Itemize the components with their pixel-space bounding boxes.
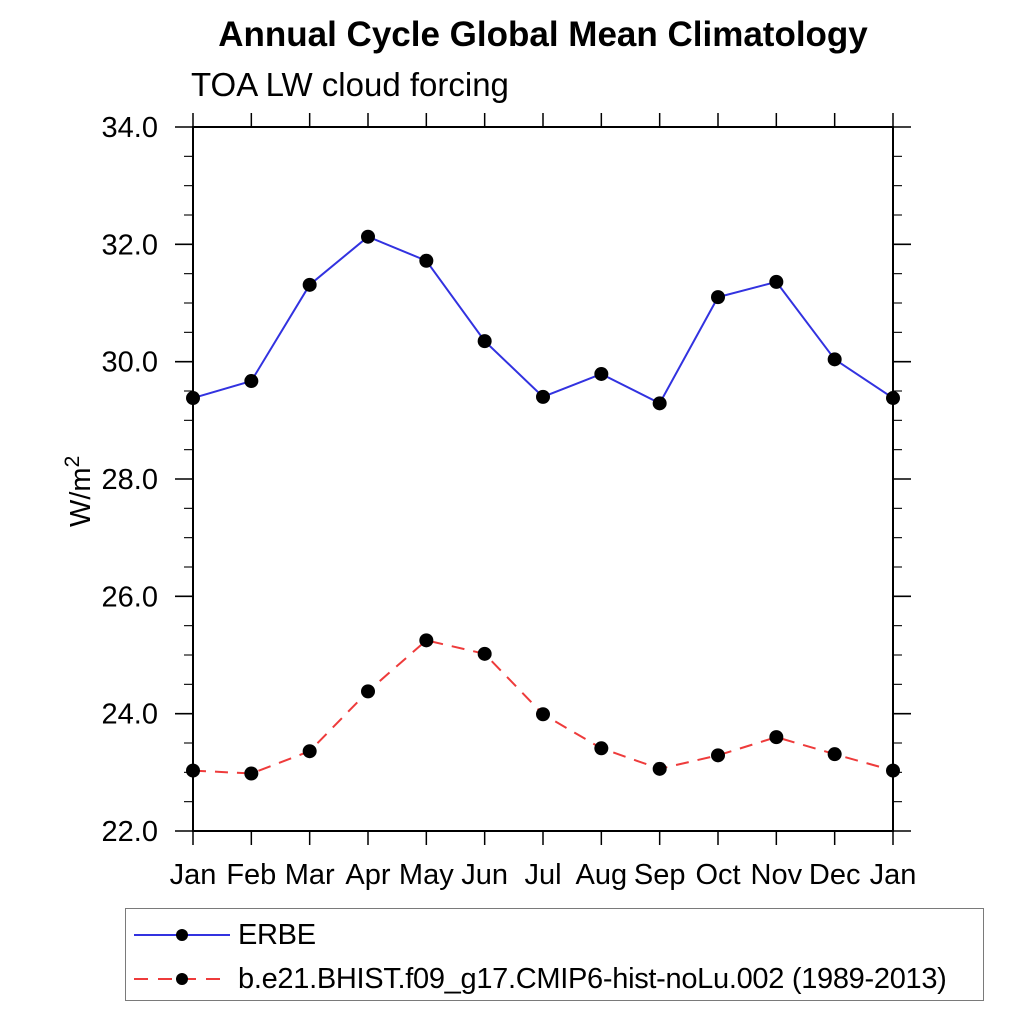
legend-line-sample — [134, 929, 230, 941]
x-tick-label: Apr — [345, 859, 390, 891]
x-tick-label: Jan — [170, 859, 217, 891]
legend-line-sample — [134, 973, 230, 985]
x-tick-label: Jun — [461, 859, 508, 891]
x-tick-label: Aug — [576, 859, 628, 891]
data-point-marker — [361, 229, 375, 244]
data-point-marker — [536, 389, 550, 404]
data-point-marker — [711, 290, 725, 305]
data-point-marker — [477, 646, 492, 661]
x-tick-label: Nov — [751, 859, 803, 891]
data-point-marker — [302, 744, 317, 759]
legend-row-model: b.e21.BHIST.f09_g17.CMIP6-hist-noLu.002 … — [132, 963, 947, 995]
plot-frame — [192, 126, 894, 832]
data-point-marker — [769, 730, 784, 745]
data-point-marker — [536, 707, 550, 722]
data-point-marker — [244, 766, 259, 781]
data-point-marker — [652, 761, 667, 776]
x-tick-label: Jan — [870, 859, 917, 891]
data-point-marker — [711, 748, 725, 763]
series-line-model — [192, 639, 894, 775]
data-point-marker — [594, 366, 609, 381]
legend-marker-dot — [176, 929, 188, 941]
data-point-marker — [361, 684, 375, 699]
data-point-marker — [419, 633, 434, 648]
legend: ERBE b.e21.BHIST.f09_g17.CMIP6-hist-noLu.… — [125, 908, 984, 1001]
data-point-marker — [302, 277, 317, 292]
x-tick-label: Feb — [226, 859, 276, 891]
x-tick-label: Mar — [285, 859, 335, 891]
y-tick-label: 34.0 — [102, 112, 158, 144]
chart-title: Annual Cycle Global Mean Climatology — [218, 15, 868, 54]
x-tick-label: Oct — [695, 859, 740, 891]
y-tick-label: 28.0 — [102, 464, 158, 496]
data-point-marker — [419, 253, 434, 268]
data-point-marker — [827, 747, 842, 762]
data-point-marker — [652, 396, 667, 411]
data-point-marker — [244, 374, 259, 389]
data-point-marker — [769, 274, 784, 289]
y-tick-label: 26.0 — [102, 581, 158, 613]
y-axis-title: W/m2 — [61, 456, 97, 527]
y-tick-label: 32.0 — [102, 229, 158, 261]
chart-subtitle: TOA LW cloud forcing — [191, 66, 509, 103]
data-point-marker — [886, 763, 900, 778]
y-tick-label: 30.0 — [102, 347, 158, 379]
x-tick-label: May — [399, 859, 454, 891]
y-tick-label: 24.0 — [102, 699, 158, 731]
y-tick-label: 22.0 — [102, 816, 158, 848]
legend-label: b.e21.BHIST.f09_g17.CMIP6-hist-noLu.002 … — [238, 962, 947, 995]
x-tick-label: Sep — [634, 859, 686, 891]
x-tick-label: Dec — [809, 859, 861, 891]
data-point-marker — [594, 741, 609, 756]
series-line-erbe — [192, 235, 894, 405]
data-point-marker — [477, 334, 492, 349]
data-point-marker — [186, 391, 200, 406]
data-point-marker — [886, 391, 900, 406]
data-point-marker — [827, 352, 842, 367]
legend-label: ERBE — [238, 918, 316, 951]
data-point-marker — [186, 763, 200, 778]
x-tick-label: Jul — [524, 859, 561, 891]
legend-row-erbe: ERBE — [132, 919, 316, 951]
legend-marker-dot — [176, 973, 188, 985]
